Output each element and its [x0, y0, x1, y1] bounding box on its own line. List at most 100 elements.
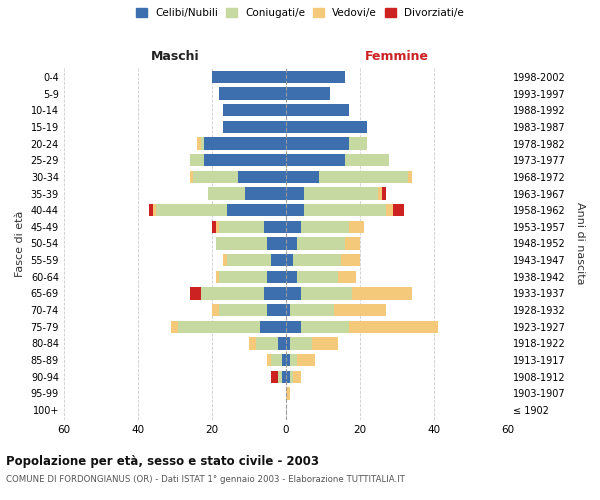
Bar — [345, 237, 360, 250]
Bar — [282, 354, 286, 366]
Bar — [219, 88, 286, 100]
Bar — [301, 320, 349, 333]
Bar — [227, 254, 271, 266]
Bar — [219, 220, 263, 233]
Bar — [223, 104, 286, 117]
Bar — [205, 138, 286, 150]
Bar — [301, 287, 352, 300]
Bar — [223, 120, 286, 133]
Bar — [286, 287, 301, 300]
Bar — [286, 370, 290, 383]
Bar — [171, 320, 178, 333]
Bar — [338, 270, 356, 283]
Bar — [349, 138, 367, 150]
Bar — [205, 154, 286, 166]
Legend: Celibi/Nubili, Coniugati/e, Vedovi/e, Divorziati/e: Celibi/Nubili, Coniugati/e, Vedovi/e, Di… — [133, 5, 467, 21]
Bar — [268, 270, 286, 283]
Bar — [386, 204, 393, 216]
Bar — [201, 287, 263, 300]
Bar — [286, 120, 367, 133]
Bar — [408, 170, 412, 183]
Bar — [301, 220, 349, 233]
Bar — [286, 154, 345, 166]
Bar — [290, 337, 312, 349]
Bar — [349, 320, 437, 333]
Bar — [304, 188, 379, 200]
Bar — [286, 204, 304, 216]
Bar — [249, 337, 256, 349]
Bar — [208, 188, 245, 200]
Bar — [345, 154, 389, 166]
Bar — [227, 204, 286, 216]
Text: COMUNE DI FORDONGIANUS (OR) - Dati ISTAT 1° gennaio 2003 - Elaborazione TUTTITAL: COMUNE DI FORDONGIANUS (OR) - Dati ISTAT… — [6, 475, 405, 484]
Bar — [286, 88, 330, 100]
Bar — [290, 370, 293, 383]
Bar — [212, 220, 215, 233]
Bar — [286, 354, 290, 366]
Text: Femmine: Femmine — [365, 50, 429, 64]
Bar — [319, 170, 408, 183]
Text: Popolazione per età, sesso e stato civile - 2003: Popolazione per età, sesso e stato civil… — [6, 455, 319, 468]
Text: Maschi: Maschi — [151, 50, 199, 64]
Bar — [286, 387, 290, 400]
Bar — [297, 237, 345, 250]
Bar — [286, 304, 290, 316]
Bar — [290, 354, 297, 366]
Bar — [278, 370, 282, 383]
Bar — [190, 170, 193, 183]
Bar — [219, 270, 268, 283]
Bar — [382, 188, 386, 200]
Bar — [379, 188, 382, 200]
Bar — [201, 138, 205, 150]
Bar — [152, 204, 156, 216]
Bar — [312, 337, 338, 349]
Bar — [286, 337, 290, 349]
Bar — [290, 304, 334, 316]
Bar — [193, 170, 238, 183]
Bar — [393, 204, 404, 216]
Bar — [263, 287, 286, 300]
Bar — [215, 237, 268, 250]
Bar — [286, 70, 345, 83]
Bar — [293, 370, 301, 383]
Bar — [178, 320, 260, 333]
Bar — [271, 254, 286, 266]
Bar — [286, 270, 297, 283]
Bar — [349, 220, 364, 233]
Bar — [215, 270, 219, 283]
Bar — [286, 237, 297, 250]
Bar — [268, 304, 286, 316]
Bar — [286, 104, 349, 117]
Bar — [245, 188, 286, 200]
Bar — [286, 170, 319, 183]
Bar — [190, 287, 201, 300]
Bar — [286, 138, 349, 150]
Bar — [286, 320, 301, 333]
Bar — [282, 370, 286, 383]
Bar — [197, 138, 201, 150]
Bar — [334, 304, 386, 316]
Bar — [149, 204, 152, 216]
Bar — [215, 220, 219, 233]
Bar — [297, 354, 316, 366]
Bar — [271, 370, 278, 383]
Bar — [304, 204, 386, 216]
Bar — [341, 254, 360, 266]
Y-axis label: Fasce di età: Fasce di età — [15, 210, 25, 276]
Bar — [190, 154, 205, 166]
Bar — [223, 254, 227, 266]
Bar — [238, 170, 286, 183]
Bar — [263, 220, 286, 233]
Bar — [286, 254, 293, 266]
Bar — [156, 204, 227, 216]
Bar — [268, 237, 286, 250]
Bar — [256, 337, 278, 349]
Bar — [293, 254, 341, 266]
Bar — [260, 320, 286, 333]
Bar — [297, 270, 338, 283]
Bar — [212, 70, 286, 83]
Bar — [212, 304, 219, 316]
Bar — [286, 188, 304, 200]
Bar — [219, 304, 268, 316]
Bar — [278, 337, 286, 349]
